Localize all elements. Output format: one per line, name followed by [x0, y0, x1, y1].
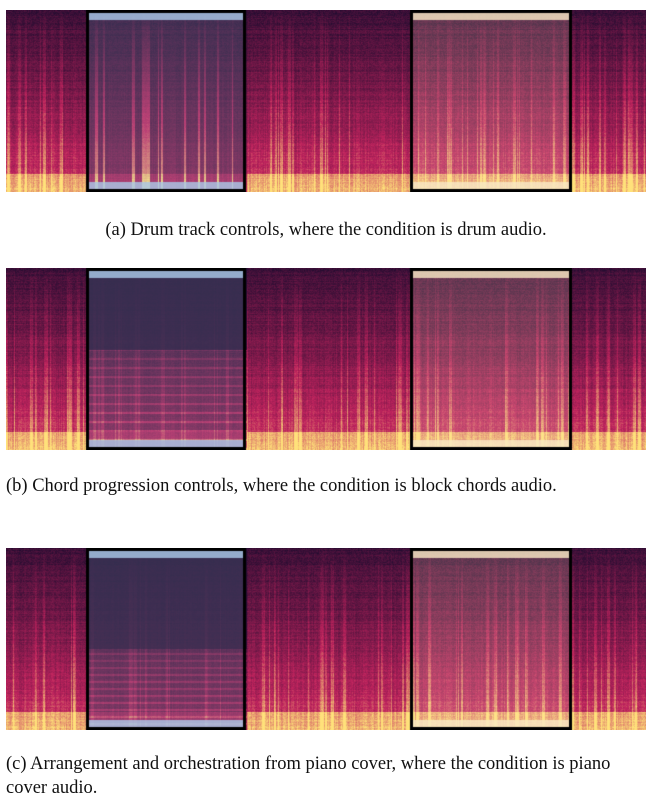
spectrogram-canvas-a — [6, 10, 646, 192]
caption-c: (c) Arrangement and orchestration from p… — [6, 754, 611, 798]
spectrogram-canvas-c — [6, 548, 646, 730]
caption-a: (a) Drum track controls, where the condi… — [105, 220, 547, 240]
spectrogram-a — [6, 10, 646, 192]
caption-b: (b) Chord progression controls, where th… — [6, 476, 557, 496]
spectrogram-b — [6, 268, 646, 450]
spectrogram-c — [6, 548, 646, 730]
spectrogram-canvas-b — [6, 268, 646, 450]
